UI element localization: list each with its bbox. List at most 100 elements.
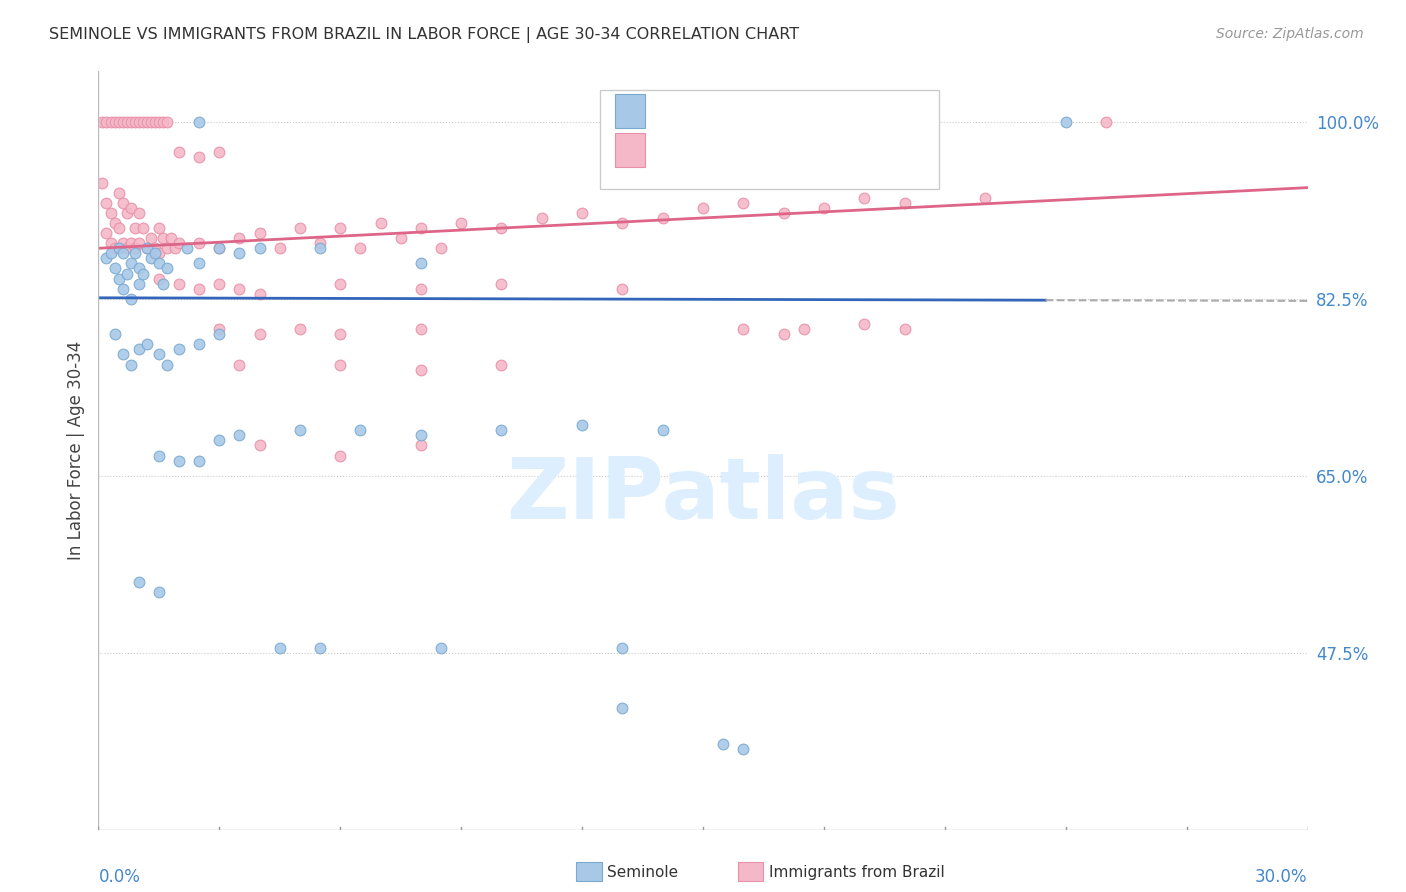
Point (208, 327, 231, 342)
Point (491, 221, 513, 235)
Point (772, 206, 794, 220)
Point (249, 438, 271, 452)
Point (853, 317, 876, 331)
Point (409, 282, 432, 296)
FancyBboxPatch shape (614, 133, 645, 167)
Point (1054, 115, 1077, 129)
Point (132, 115, 155, 129)
Point (188, 282, 211, 296)
Point (100, 206, 122, 220)
Point (128, 343, 150, 357)
Point (409, 438, 432, 452)
Point (124, 241, 146, 255)
Point (430, 241, 453, 255)
Point (132, 221, 155, 235)
Point (733, 741, 755, 756)
Point (148, 347, 170, 361)
Point (893, 195, 915, 210)
Point (711, 737, 734, 751)
Point (148, 221, 170, 235)
Point (103, 216, 125, 230)
Point (120, 236, 142, 251)
Point (612, 640, 634, 655)
Point (249, 226, 271, 240)
Point (143, 241, 166, 255)
Text: ZIPatlas: ZIPatlas (506, 454, 900, 538)
Y-axis label: In Labor Force | Age 30-34: In Labor Force | Age 30-34 (66, 341, 84, 560)
Point (107, 186, 129, 200)
Point (111, 246, 134, 260)
Point (733, 322, 755, 336)
Point (148, 246, 170, 260)
Point (692, 201, 714, 215)
Point (135, 241, 157, 255)
Point (96, 252, 118, 266)
Point (491, 423, 513, 437)
Point (249, 286, 271, 301)
Point (111, 195, 134, 210)
Text: 0.0%: 0.0% (98, 868, 141, 886)
Point (152, 231, 174, 245)
Point (96, 195, 118, 210)
Point (163, 241, 186, 255)
FancyBboxPatch shape (600, 90, 939, 189)
Point (651, 211, 673, 225)
Point (103, 327, 125, 342)
Point (107, 221, 129, 235)
Point (176, 241, 198, 255)
Point (612, 701, 634, 715)
Point (491, 277, 513, 291)
Point (288, 221, 311, 235)
Point (139, 252, 162, 266)
Point (128, 261, 150, 276)
Point (651, 423, 673, 437)
Point (96, 115, 118, 129)
Point (571, 206, 593, 220)
Point (188, 236, 211, 251)
Point (389, 231, 412, 245)
Point (188, 337, 211, 351)
Point (208, 241, 231, 255)
Point (349, 241, 371, 255)
Point (208, 241, 231, 255)
Point (128, 115, 150, 129)
Point (103, 261, 125, 276)
Point (111, 236, 134, 251)
Point (156, 241, 179, 255)
Point (208, 145, 231, 160)
Point (188, 150, 211, 164)
Point (135, 337, 157, 351)
Point (329, 221, 352, 235)
Text: 30.0%: 30.0% (1256, 868, 1308, 886)
Point (148, 271, 170, 285)
Point (148, 256, 170, 270)
Point (128, 206, 150, 220)
Point (91, 176, 114, 190)
Point (124, 246, 146, 260)
Point (309, 241, 332, 255)
Point (128, 236, 150, 251)
Point (124, 221, 146, 235)
Point (228, 428, 250, 442)
Point (370, 216, 392, 230)
Point (571, 418, 593, 433)
Point (409, 322, 432, 336)
Point (143, 246, 166, 260)
Point (115, 115, 138, 129)
Point (813, 201, 835, 215)
FancyBboxPatch shape (614, 94, 645, 128)
Point (612, 216, 634, 230)
Point (188, 256, 211, 270)
Point (409, 221, 432, 235)
Point (135, 241, 157, 255)
Point (167, 277, 190, 291)
Point (160, 231, 183, 245)
Point (167, 343, 190, 357)
Point (115, 241, 138, 255)
Point (329, 449, 352, 463)
Point (135, 115, 157, 129)
Point (269, 640, 291, 655)
Point (329, 327, 352, 342)
Point (100, 246, 122, 260)
Point (409, 428, 432, 442)
